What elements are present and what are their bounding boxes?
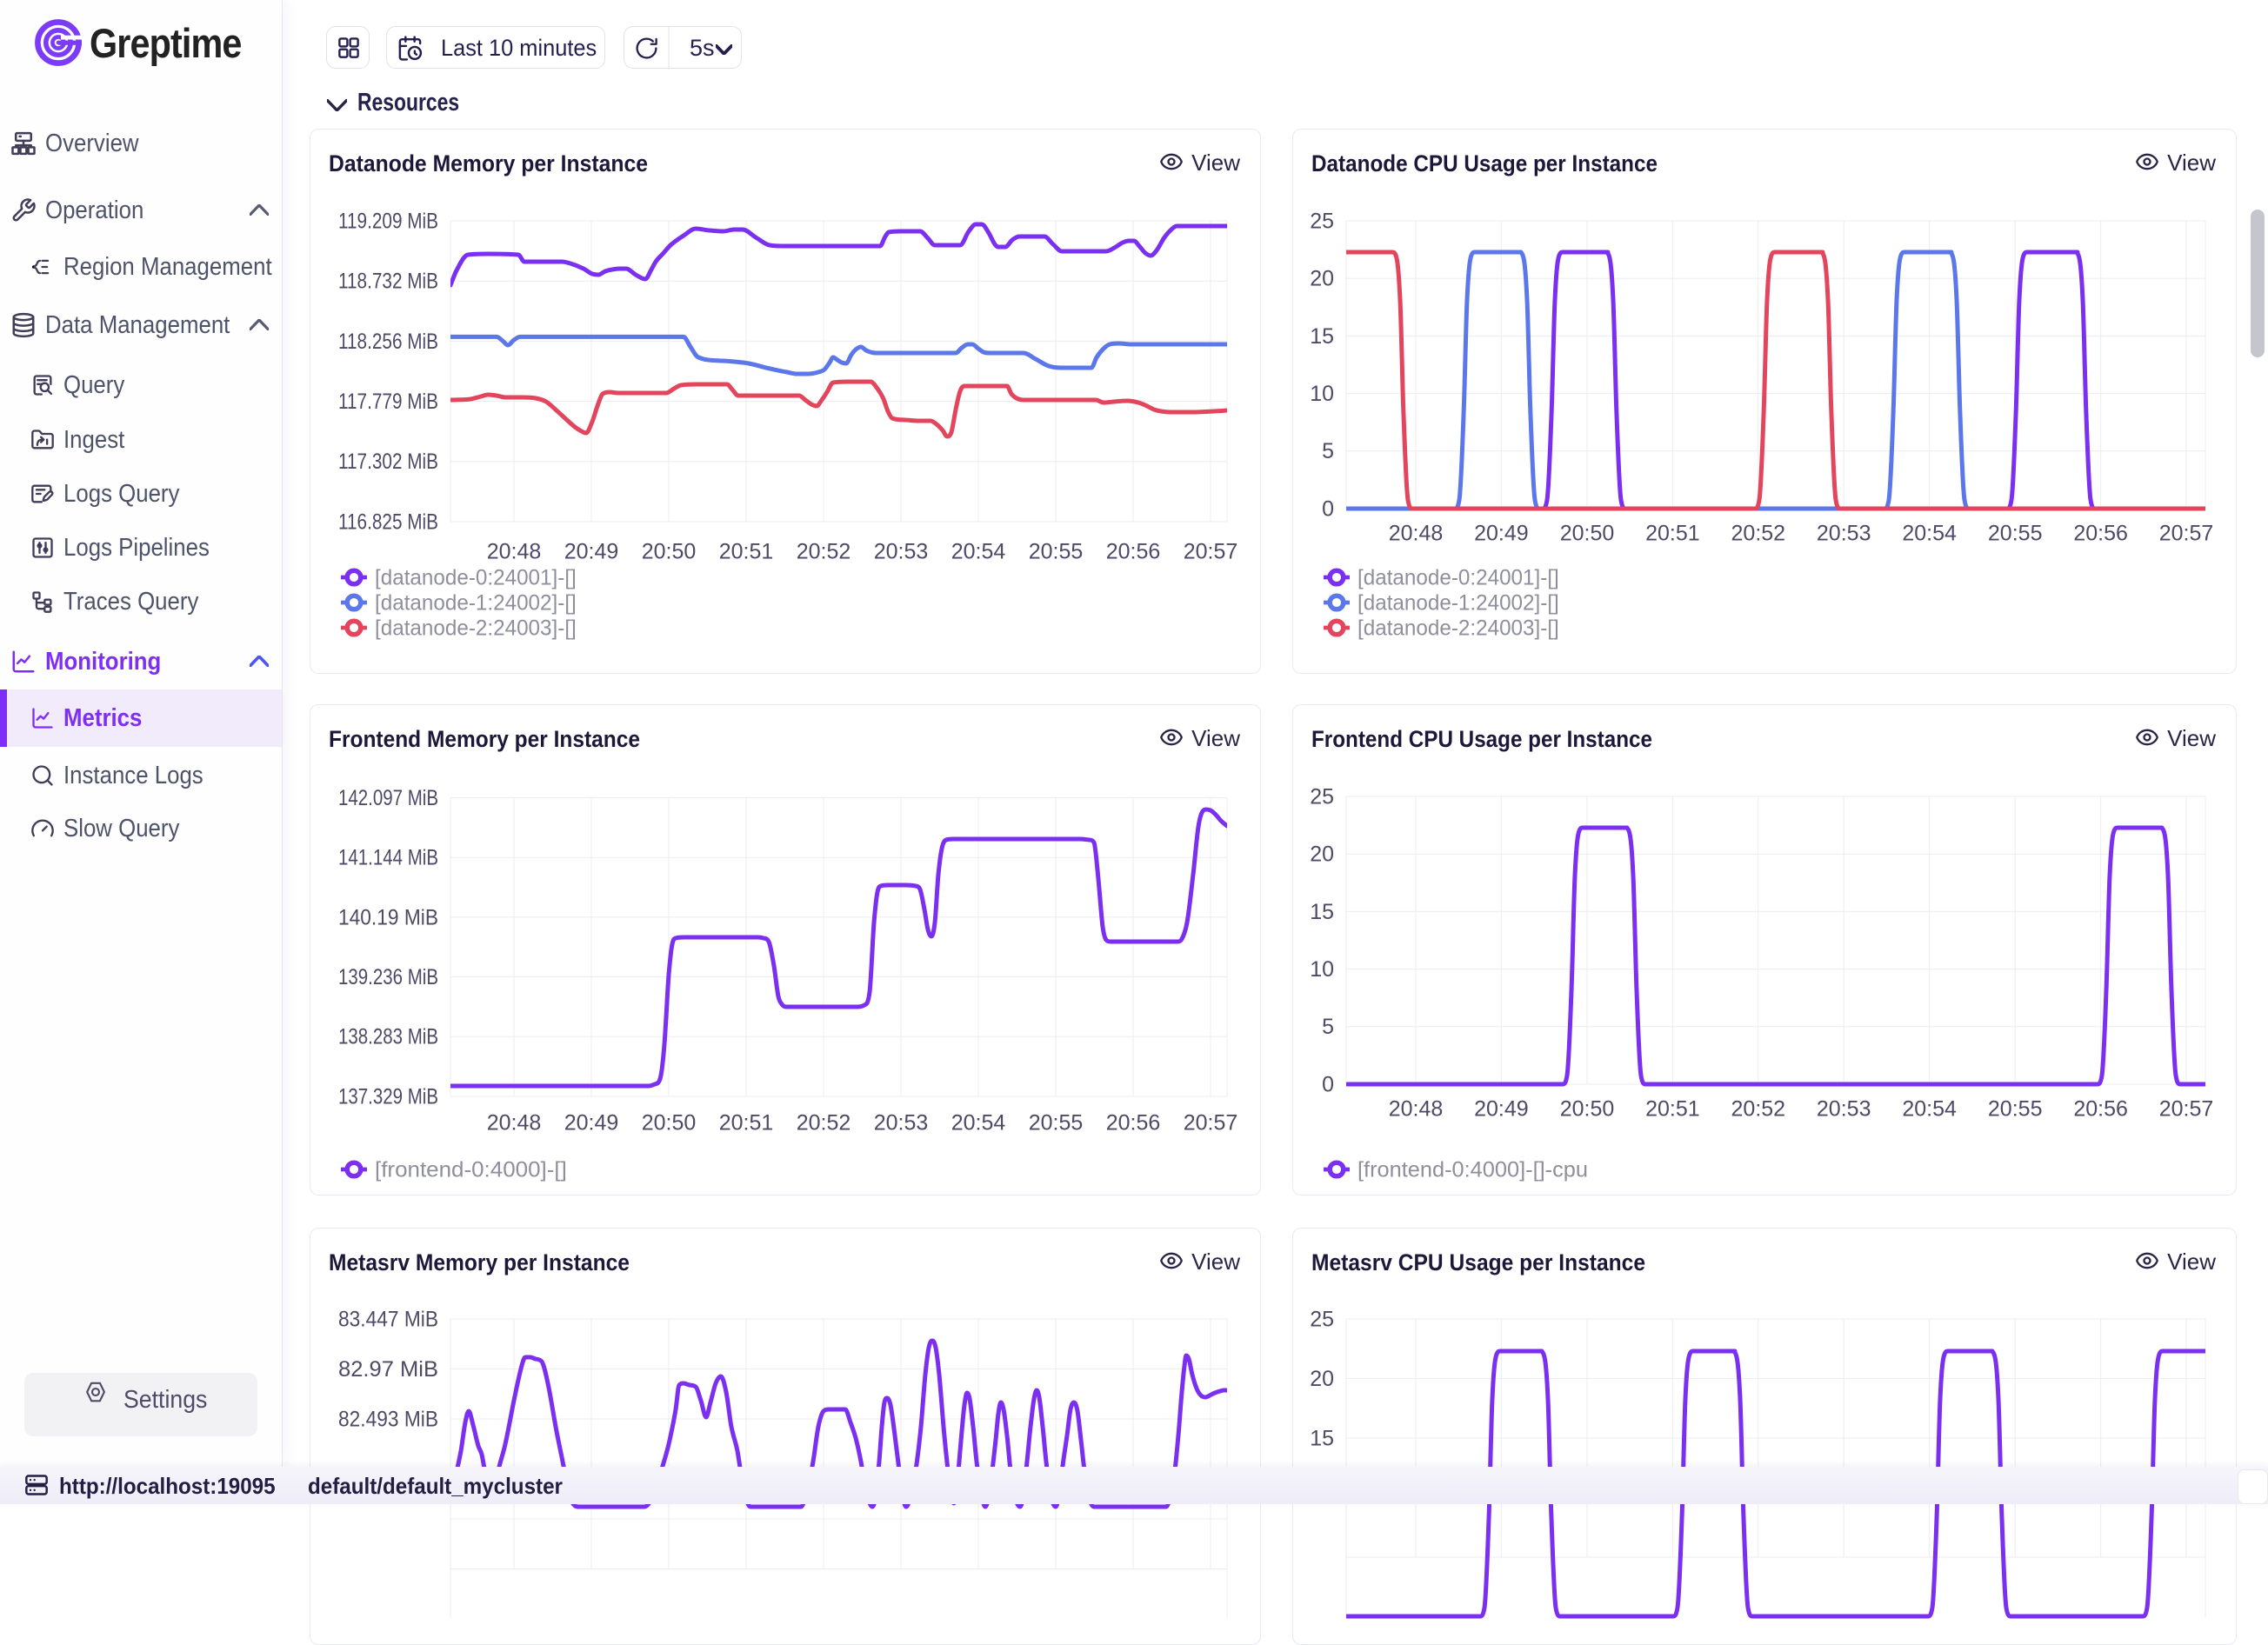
- svg-text:20:54: 20:54: [951, 539, 1006, 563]
- svg-text:20:51: 20:51: [1645, 1096, 1700, 1121]
- svg-text:Frontend CPU Usage per Instanc: Frontend CPU Usage per Instance: [1311, 726, 1652, 752]
- svg-text:20:51: 20:51: [719, 539, 774, 563]
- svg-text:83.447 MiB: 83.447 MiB: [338, 1307, 438, 1331]
- svg-text:View: View: [2167, 150, 2216, 176]
- svg-text:20:56: 20:56: [2073, 1096, 2128, 1121]
- svg-text:5: 5: [1322, 439, 1334, 463]
- svg-text:0: 0: [1322, 496, 1334, 521]
- svg-text:20:48: 20:48: [487, 1110, 542, 1135]
- svg-text:[datanode-1:24002]-[]: [datanode-1:24002]-[]: [375, 591, 577, 616]
- svg-text:5: 5: [1322, 1015, 1334, 1039]
- svg-text:15: 15: [1310, 900, 1334, 924]
- svg-text:138.283 MiB: 138.283 MiB: [338, 1025, 438, 1049]
- svg-text:142.097 MiB: 142.097 MiB: [338, 786, 438, 810]
- svg-text:116.825 MiB: 116.825 MiB: [338, 509, 438, 534]
- svg-text:0: 0: [1322, 1072, 1334, 1096]
- svg-text:20:49: 20:49: [564, 1110, 619, 1135]
- svg-text:View: View: [2167, 1249, 2216, 1275]
- svg-text:25: 25: [1310, 1307, 1334, 1331]
- svg-text:Datanode Memory per Instance: Datanode Memory per Instance: [329, 150, 648, 176]
- svg-text:139.236 MiB: 139.236 MiB: [338, 965, 438, 989]
- svg-text:117.779 MiB: 117.779 MiB: [338, 390, 438, 414]
- svg-text:Frontend Memory per Instance: Frontend Memory per Instance: [329, 726, 640, 752]
- svg-text:20:50: 20:50: [1560, 1096, 1615, 1121]
- svg-text:20: 20: [1310, 267, 1334, 291]
- svg-text:[datanode-0:24001]-[]: [datanode-0:24001]-[]: [1357, 566, 1559, 590]
- svg-text:15: 15: [1310, 324, 1334, 349]
- svg-text:[frontend-0:4000]-[]-cpu: [frontend-0:4000]-[]-cpu: [1357, 1158, 1588, 1182]
- svg-text:82.493 MiB: 82.493 MiB: [338, 1407, 438, 1431]
- svg-text:20:56: 20:56: [1106, 539, 1161, 563]
- svg-text:20:50: 20:50: [1560, 521, 1615, 545]
- svg-text:[datanode-1:24002]-[]: [datanode-1:24002]-[]: [1357, 591, 1559, 616]
- svg-text:117.302 MiB: 117.302 MiB: [338, 450, 438, 474]
- svg-text:20:52: 20:52: [797, 1110, 851, 1135]
- svg-text:[datanode-0:24001]-[]: [datanode-0:24001]-[]: [375, 566, 577, 590]
- svg-text:20:57: 20:57: [1184, 1110, 1238, 1135]
- svg-text:118.732 MiB: 118.732 MiB: [338, 270, 438, 294]
- svg-text:20:50: 20:50: [642, 539, 697, 563]
- svg-text:25: 25: [1310, 784, 1334, 809]
- svg-text:View: View: [1191, 725, 1240, 751]
- svg-text:20:55: 20:55: [1988, 521, 2043, 545]
- svg-text:20:55: 20:55: [1029, 1110, 1084, 1135]
- svg-text:20:54: 20:54: [951, 1110, 1006, 1135]
- svg-text:View: View: [1191, 150, 1240, 176]
- svg-text:20:53: 20:53: [874, 539, 929, 563]
- svg-text:20:55: 20:55: [1029, 539, 1084, 563]
- svg-text:View: View: [1191, 1249, 1240, 1275]
- svg-text:Metasrv Memory per Instance: Metasrv Memory per Instance: [329, 1249, 630, 1275]
- svg-text:20:51: 20:51: [719, 1110, 774, 1135]
- svg-text:20:53: 20:53: [1817, 521, 1871, 545]
- svg-text:Datanode CPU Usage per Instanc: Datanode CPU Usage per Instance: [1311, 150, 1658, 176]
- svg-text:20:56: 20:56: [2073, 521, 2128, 545]
- svg-text:Metasrv CPU Usage per Instance: Metasrv CPU Usage per Instance: [1311, 1249, 1645, 1275]
- svg-text:View: View: [2167, 725, 2216, 751]
- svg-text:82.97 MiB: 82.97 MiB: [338, 1357, 438, 1382]
- svg-text:20:57: 20:57: [2159, 1096, 2214, 1121]
- svg-text:118.256 MiB: 118.256 MiB: [338, 330, 438, 354]
- svg-text:20: 20: [1310, 1367, 1334, 1391]
- svg-text:20:57: 20:57: [1184, 539, 1238, 563]
- svg-text:20:48: 20:48: [1389, 1096, 1444, 1121]
- svg-text:[datanode-2:24003]-[]: [datanode-2:24003]-[]: [1357, 616, 1559, 641]
- svg-text:10: 10: [1310, 957, 1334, 982]
- svg-text:20:55: 20:55: [1988, 1096, 2043, 1121]
- svg-text:20: 20: [1310, 842, 1334, 867]
- svg-text:20:52: 20:52: [1731, 1096, 1786, 1121]
- svg-text:137.329 MiB: 137.329 MiB: [338, 1084, 438, 1109]
- svg-text:20:48: 20:48: [487, 539, 542, 563]
- svg-text:25: 25: [1310, 209, 1334, 233]
- svg-text:20:48: 20:48: [1389, 521, 1444, 545]
- svg-text:20:52: 20:52: [797, 539, 851, 563]
- svg-text:141.144 MiB: 141.144 MiB: [338, 846, 438, 870]
- svg-text:20:57: 20:57: [2159, 521, 2214, 545]
- svg-text:20:56: 20:56: [1106, 1110, 1161, 1135]
- svg-text:20:52: 20:52: [1731, 521, 1786, 545]
- svg-text:20:53: 20:53: [1817, 1096, 1871, 1121]
- svg-text:20:54: 20:54: [1902, 1096, 1957, 1121]
- svg-text:140.19 MiB: 140.19 MiB: [338, 905, 438, 929]
- svg-text:20:49: 20:49: [1474, 521, 1529, 545]
- svg-text:[frontend-0:4000]-[]: [frontend-0:4000]-[]: [375, 1158, 567, 1182]
- svg-text:10: 10: [1310, 382, 1334, 406]
- svg-text:119.209 MiB: 119.209 MiB: [338, 209, 438, 233]
- svg-text:20:54: 20:54: [1902, 521, 1957, 545]
- svg-text:20:51: 20:51: [1645, 521, 1700, 545]
- svg-text:15: 15: [1310, 1426, 1334, 1450]
- svg-text:20:50: 20:50: [642, 1110, 697, 1135]
- svg-text:20:49: 20:49: [564, 539, 619, 563]
- svg-text:20:53: 20:53: [874, 1110, 929, 1135]
- svg-text:20:49: 20:49: [1474, 1096, 1529, 1121]
- svg-text:[datanode-2:24003]-[]: [datanode-2:24003]-[]: [375, 616, 577, 641]
